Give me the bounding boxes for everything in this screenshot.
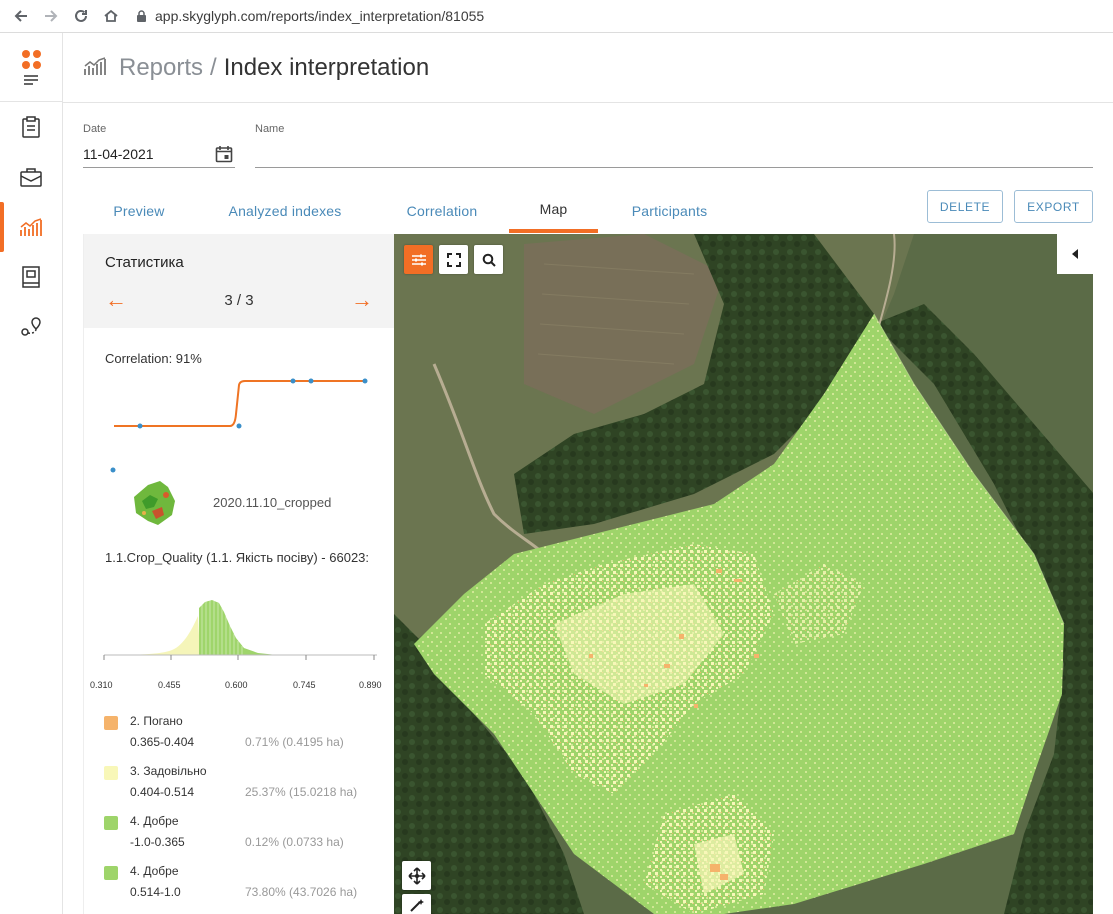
legend-percent: 0.12% (0.0733 ha) [245,835,344,849]
tab-participants[interactable]: Participants [631,202,708,219]
correlation-point [110,467,116,473]
map-search-button[interactable] [474,245,503,274]
index-title: 1.1.Crop_Quality (1.1. Якість посіву) - … [105,550,370,565]
tab-correlation[interactable]: Correlation [406,202,478,219]
legend-item: 2. Погано 0.365-0.404 0.71% (0.4195 ha) [104,714,394,759]
breadcrumb-reports[interactable]: Reports [119,53,204,81]
legend-item: 4. Добре -1.0-0.365 0.12% (0.0733 ha) [104,814,394,859]
tab-preview[interactable]: Preview [113,202,165,219]
reload-icon[interactable] [66,1,96,31]
address-bar[interactable]: app.skyglyph.com/reports/index_interpret… [136,2,1036,30]
next-arrow-icon[interactable]: → [351,287,373,312]
pan-tool-button[interactable] [402,861,431,890]
clipboard-icon [22,116,40,138]
caret-left-icon [1072,249,1078,259]
report-tabs: Preview Analyzed indexes Correlation Map… [83,188,741,234]
satellite-imagery [394,234,1093,914]
correlation-value: Correlation: 91% [105,351,202,366]
legend-name: 4. Добре [130,864,179,878]
statistics-panel: Статистика ← 3 / 3 → Correlation: 91% 20… [83,234,394,914]
legend-name: 4. Добре [130,814,179,828]
map-view[interactable] [394,234,1093,914]
app-logo[interactable] [0,33,62,102]
home-icon[interactable] [96,1,126,31]
field-thumbnail[interactable] [128,477,180,529]
route-pin-icon [21,317,41,336]
move-icon [407,866,426,885]
legend-item: 4. Добре 0.514-1.0 73.80% (43.7026 ha) [104,864,394,909]
date-label: Date [83,123,107,135]
date-value: 11-04-2021 [83,145,154,162]
legend-range: 0.514-1.0 [130,885,181,899]
page-title: Index interpretation [223,53,430,81]
export-button[interactable]: EXPORT [1014,190,1093,223]
breadcrumb-separator: / [210,53,217,81]
sidebar-item-routes[interactable] [0,302,62,352]
image-name: 2020.11.10_cropped [213,495,332,510]
menu-icon[interactable] [24,74,38,85]
name-label: Name [255,123,285,135]
sidebar-item-reports[interactable] [0,202,62,252]
histogram-tick: 0.455 [158,680,181,690]
url-text: app.skyglyph.com/reports/index_interpret… [155,8,485,24]
legend-swatch [104,866,118,880]
index-histogram [103,600,377,660]
legend-name: 3. Задовільно [130,764,207,778]
delete-button[interactable]: DELETE [927,190,1003,223]
histogram-tick: 0.890 [359,680,382,690]
date-field[interactable]: 11-04-2021 [83,140,235,168]
page-header: Reports / Index interpretation [63,33,1113,103]
map-settings-button[interactable] [404,245,433,274]
book-icon [22,266,40,288]
sidebar-item-projects[interactable] [0,152,62,202]
reports-chart-icon [20,218,42,236]
tab-map[interactable]: Map [509,188,598,233]
fullscreen-icon [446,252,461,267]
legend-range: 0.365-0.404 [130,735,195,749]
search-icon [482,253,496,267]
legend-percent: 0.71% (0.4195 ha) [245,735,344,749]
correlation-point [362,378,368,384]
correlation-point [137,423,143,429]
legend-percent: 73.80% (43.7026 ha) [245,885,358,899]
legend-swatch [104,816,118,830]
legend-range: 0.404-0.514 [130,785,195,799]
draw-tool-button[interactable] [402,894,431,914]
briefcase-icon [20,168,42,187]
statistics-title: Статистика [105,254,184,271]
correlation-point [290,378,296,384]
sidebar-item-library[interactable] [0,252,62,302]
fullscreen-button[interactable] [439,245,468,274]
legend-swatch [104,716,118,730]
browser-toolbar: app.skyglyph.com/reports/index_interpret… [0,0,1113,33]
legend-percent: 25.37% (15.0218 ha) [245,785,358,799]
logo-dots-icon [21,49,41,69]
legend-range: -1.0-0.365 [130,835,185,849]
calendar-icon[interactable] [215,145,233,163]
back-icon[interactable] [6,1,36,31]
panel-collapse-button[interactable] [1057,234,1093,274]
correlation-point [236,423,242,429]
page-indicator: 3 / 3 [224,291,254,309]
statistics-pager: ← 3 / 3 → [105,289,373,311]
correlation-point [308,378,314,384]
forward-icon[interactable] [36,1,66,31]
statistics-header: Статистика ← 3 / 3 → [84,234,394,328]
reports-chart-icon [83,54,107,81]
magic-wand-icon [409,899,424,912]
tab-analyzed-indexes[interactable]: Analyzed indexes [228,202,342,219]
sliders-icon [411,254,426,265]
histogram-tick: 0.745 [293,680,316,690]
correlation-chart [110,378,368,473]
lock-icon [136,9,147,23]
histogram-tick: 0.310 [90,680,113,690]
app-sidebar [0,33,63,914]
histogram-tick: 0.600 [225,680,248,690]
name-input[interactable] [255,140,1093,168]
legend-swatch [104,766,118,780]
legend-item: 3. Задовільно 0.404-0.514 25.37% (15.021… [104,764,394,809]
prev-arrow-icon[interactable]: ← [105,287,127,312]
legend-name: 2. Погано [130,714,183,728]
sidebar-item-tasks[interactable] [0,102,62,152]
